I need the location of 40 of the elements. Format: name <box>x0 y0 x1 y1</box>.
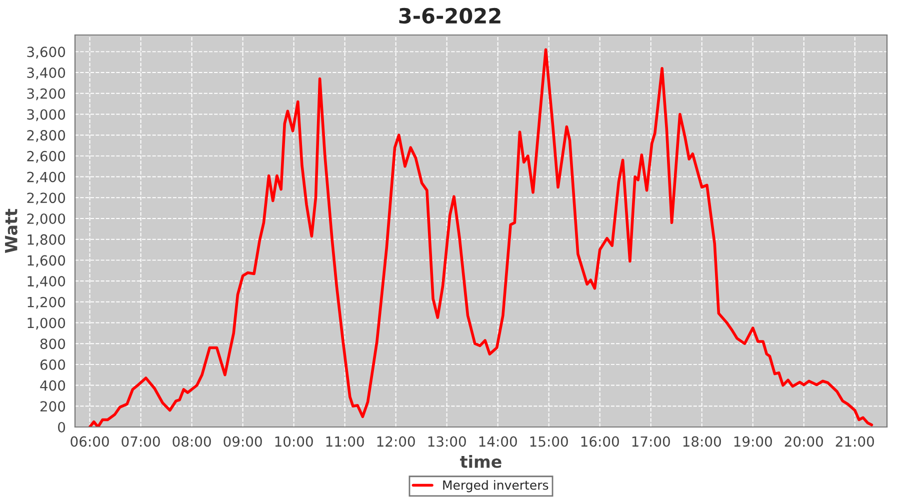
x-tick-label: 07:00 <box>122 436 160 447</box>
x-tick-label: 13:00 <box>428 436 466 447</box>
y-axis-title: Watt <box>5 208 18 253</box>
y-tick-label: 2,400 <box>27 172 66 184</box>
y-tick-label: 800 <box>40 338 66 350</box>
y-tick-label: 3,200 <box>27 88 66 100</box>
x-tick-label: 18:00 <box>683 436 721 447</box>
y-tick-label: 200 <box>40 401 66 412</box>
x-tick-label: 11:00 <box>326 436 364 447</box>
y-tick-label: 1,600 <box>28 255 66 268</box>
y-tick-label: 2,600 <box>27 150 66 163</box>
x-tick-label: 09:00 <box>224 436 262 447</box>
y-tick-label: 1,800 <box>28 234 66 246</box>
y-tick-label: 1,000 <box>28 318 66 330</box>
x-tick-label: 21:00 <box>836 436 874 447</box>
y-tick-label: 400 <box>40 380 66 391</box>
legend-label: Merged inverters <box>443 480 548 492</box>
y-tick-label: 3,000 <box>27 109 66 122</box>
x-tick-label: 17:00 <box>632 436 670 447</box>
y-tick-label: 3,600 <box>27 46 66 59</box>
x-tick-label: 14:00 <box>479 436 517 447</box>
y-tick-label: 2,800 <box>27 130 66 142</box>
x-tick-label: 06:00 <box>70 436 109 447</box>
chart-title: 3-6-2022 <box>399 8 500 24</box>
y-tick-label: 600 <box>40 359 66 370</box>
line-series <box>88 48 874 427</box>
x-tick-label: 16:00 <box>581 436 619 447</box>
x-tick-label: 08:00 <box>172 436 211 447</box>
x-axis-title: time <box>460 455 502 468</box>
y-tick-label: 1,200 <box>28 296 66 309</box>
x-tick-label: 20:00 <box>784 436 823 447</box>
x-tick-label: 19:00 <box>734 436 772 447</box>
y-tick-label: 3,400 <box>27 68 66 80</box>
y-tick-label: 2,200 <box>27 192 66 205</box>
y-tick-label: 2,000 <box>27 213 66 226</box>
x-tick-label: 12:00 <box>377 436 415 447</box>
x-tick-label: 15:00 <box>530 436 568 447</box>
x-tick-label: 10:00 <box>275 436 313 447</box>
y-tick-label: 0 <box>58 422 66 432</box>
y-tick-label: 1,400 <box>28 276 66 288</box>
